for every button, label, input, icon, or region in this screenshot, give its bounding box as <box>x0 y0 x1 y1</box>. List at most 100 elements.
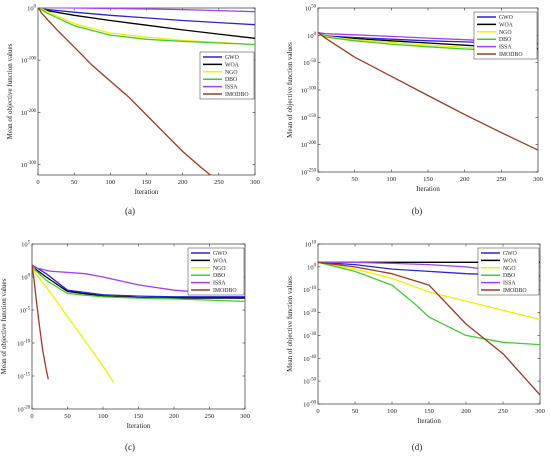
y-tick-label: 10-200 <box>301 141 317 149</box>
y-tick-label: 10-300 <box>21 161 37 169</box>
x-axis-label: Iteration <box>417 417 441 425</box>
chart-panel-b: 0 50 100 150 200 250 300 1050 100 10-50 10-100 10-1… <box>286 5 543 217</box>
series-group <box>38 8 255 175</box>
series-line-dbo <box>318 261 540 346</box>
y-axis-label: Mean of objective function values <box>6 43 14 139</box>
legend-label-issa: ISSA <box>225 85 238 91</box>
y-tick-label: 1010 <box>305 241 317 249</box>
x-axis-label: Iteration <box>127 422 151 430</box>
y-tick-label: 10-10 <box>303 286 316 294</box>
legend-label-woa: WOA <box>213 258 228 264</box>
x-tick-label: 300 <box>535 408 545 415</box>
series-line-gwo <box>38 8 255 26</box>
y-tick-label: 10-30 <box>303 332 316 340</box>
y-tick-label: 10-60 <box>303 401 316 409</box>
x-tick-label: 200 <box>460 176 470 183</box>
x-tick-label: 0 <box>36 179 39 186</box>
x-tick-label: 300 <box>533 176 543 183</box>
series-line-imodbo <box>38 8 212 175</box>
x-tick-label: 0 <box>316 176 319 183</box>
y-tick-label: 10-5 <box>20 307 31 315</box>
y-tick-label: 100 <box>307 32 317 40</box>
series-line-imodbo <box>32 265 49 380</box>
legend-label-ngo: NGO <box>225 70 238 76</box>
panel-label: (b) <box>412 206 423 216</box>
legend-label-gwo: GWO <box>503 251 517 257</box>
series-line-ngo <box>38 8 255 46</box>
x-tick-label: 300 <box>240 413 250 420</box>
y-tick-label: 100 <box>307 263 317 271</box>
x-tick-label: 200 <box>169 413 179 420</box>
y-tick-label: 10-250 <box>301 169 317 177</box>
y-tick-label: 10-200 <box>21 109 37 117</box>
y-tick-label: 10-20 <box>17 406 30 414</box>
panel-label: (c) <box>125 442 135 452</box>
x-tick-label: 0 <box>30 413 33 420</box>
y-tick-label: 10-15 <box>17 373 30 381</box>
y-tick-label: 10-100 <box>301 87 317 95</box>
y-tick-label: 10-10 <box>17 340 30 348</box>
x-tick-label: 250 <box>496 176 506 183</box>
legend-label-dbo: DBO <box>499 37 511 43</box>
x-axis-label: Iteration <box>416 185 440 193</box>
x-tick-label: 200 <box>178 179 188 186</box>
y-axis-label: Mean of objective function values <box>286 42 294 138</box>
panel-label: (a) <box>125 206 135 216</box>
x-tick-label: 250 <box>205 413 215 420</box>
series-line-imodbo <box>318 32 538 151</box>
series-line-woa <box>32 264 245 299</box>
y-tick-label: 10-50 <box>303 378 316 386</box>
x-axis-label: Iteration <box>135 188 159 196</box>
x-tick-label: 50 <box>64 413 71 420</box>
y-tick-label: 105 <box>21 241 31 249</box>
y-tick-label: 100 <box>27 5 37 13</box>
series-line-woa <box>38 8 255 39</box>
legend-box <box>199 51 255 100</box>
series-line-dbo <box>38 8 255 46</box>
chart-panel-d: 0 50 100 150 200 250 300 1010 100 10-10 10-20 10-30… <box>286 241 545 453</box>
legend-label-issa: ISSA <box>499 45 512 51</box>
x-tick-label: 150 <box>134 413 144 420</box>
legend-label-woa: WOA <box>499 22 514 28</box>
legend-label-imodbo: IMODBO <box>225 92 249 98</box>
y-tick-label: 10-50 <box>303 59 316 67</box>
chart-panel-a: 0 50 100 150 200 250 300 100 10-100 10-200 10-300 I… <box>6 5 260 217</box>
series-line-ngo <box>32 264 115 383</box>
x-tick-label: 150 <box>423 176 433 183</box>
legend-label-imodbo: IMODBO <box>503 288 527 294</box>
x-tick-label: 150 <box>142 179 152 186</box>
x-tick-label: 50 <box>352 408 359 415</box>
chart-panel-c: 0 50 100 150 200 250 300 105 100 10-5 10-10 10-15 10… <box>0 241 250 453</box>
legend-label-woa: WOA <box>225 62 240 68</box>
x-tick-label: 100 <box>98 413 108 420</box>
legend-box <box>477 247 540 296</box>
x-tick-label: 100 <box>105 179 115 186</box>
legend-label-issa: ISSA <box>213 281 226 287</box>
legend-label-dbo: DBO <box>213 273 225 279</box>
y-axis-label: Mean of objective function values <box>286 276 294 372</box>
legend-label-ngo: NGO <box>499 30 512 36</box>
x-tick-label: 250 <box>498 408 508 415</box>
legend-label-imodbo: IMODBO <box>213 288 237 294</box>
series-line-issa <box>40 8 255 13</box>
y-tick-label: 10-40 <box>303 355 316 363</box>
legend-label-gwo: GWO <box>499 15 513 21</box>
x-tick-label: 200 <box>461 408 471 415</box>
y-tick-label: 10-20 <box>303 309 316 317</box>
y-tick-label: 10-100 <box>21 57 37 65</box>
panel-label: (d) <box>412 442 423 452</box>
x-tick-label: 150 <box>424 408 434 415</box>
legend-label-issa: ISSA <box>503 281 516 287</box>
legend-label-dbo: DBO <box>225 77 237 83</box>
legend-box <box>187 247 245 296</box>
x-tick-label: 100 <box>387 408 397 415</box>
series-line-dbo <box>32 264 245 303</box>
legend-box <box>473 11 538 60</box>
series-group <box>32 264 245 383</box>
y-tick-label: 1050 <box>305 5 317 13</box>
series-line-gwo <box>32 264 245 298</box>
legend-label-gwo: GWO <box>213 251 227 257</box>
